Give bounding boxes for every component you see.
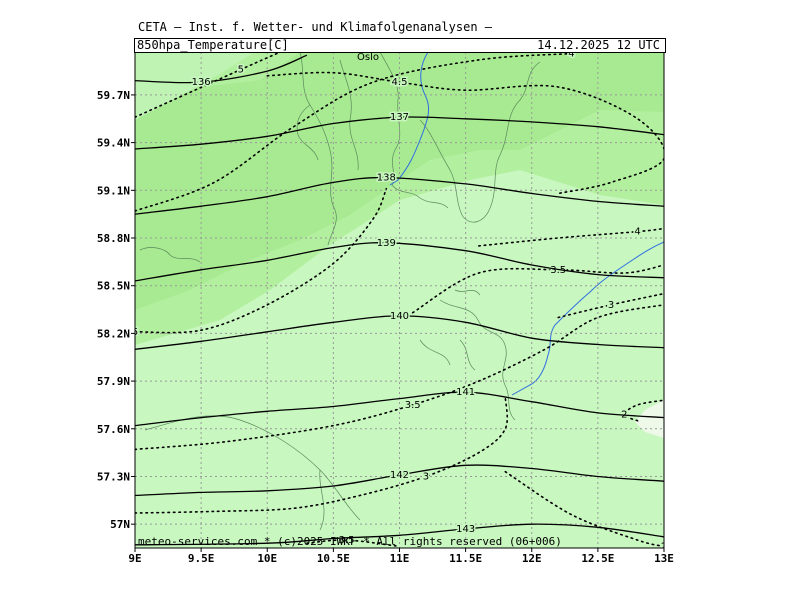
isotherm-5 [135, 52, 282, 118]
height-contour-label: 141 [456, 387, 475, 398]
height-contour-label: 139 [377, 238, 396, 249]
lat-tick-label: 57.6N [97, 423, 130, 436]
lon-tick-label: 9E [128, 552, 141, 565]
lat-tick-label: 59.1N [97, 184, 130, 197]
height-contour-label: 143 [456, 524, 475, 535]
height-contour-label: 136 [192, 77, 211, 88]
lat-tick-label: 59.4N [97, 137, 130, 150]
height-contour-label: 137 [390, 112, 409, 123]
lat-tick-label: 59.7N [97, 89, 130, 102]
parameter-title: 850hpa_Temperature[C] [137, 38, 289, 52]
isotherm-4.5 [266, 71, 664, 195]
copyright-footer: meteo-services.com * (c)2025 IWKF * All … [138, 535, 562, 548]
geopotential-contours: 136 137 138 139 140 141 142 143 [135, 54, 664, 546]
lat-tick-label: 57.9N [97, 375, 130, 388]
isotherm-label: 3.5 [405, 400, 421, 411]
lon-tick-label: 13E [654, 552, 674, 565]
latitude-labels: 57N 57.3N 57.6N 57.9N 58.2N 58.5N 58.8N 59.1N 59… [97, 89, 130, 531]
isotherm-label: 4 [568, 49, 574, 60]
lon-tick-label: 12.5E [581, 552, 614, 565]
isotherm-2 [504, 470, 664, 548]
temp-band-dark [135, 52, 664, 310]
isotherm-2 [623, 399, 664, 422]
lat-tick-label: 58.2N [97, 327, 130, 340]
lat-tick-label: 58.8N [97, 232, 130, 245]
institution-header: CETA – Inst. f. Wetter- und Klimafolgena… [138, 20, 493, 34]
lon-tick-label: 10E [257, 552, 277, 565]
isotherm-3.5 [306, 539, 401, 548]
isotherm-3 [135, 396, 509, 514]
height-contour-140 [135, 315, 664, 350]
lon-tick-label: 11E [390, 552, 410, 565]
lon-tick-label: 12E [522, 552, 542, 565]
isotherm-4 [135, 52, 573, 212]
lon-tick-label: 10.5E [317, 552, 350, 565]
height-contour-141 [135, 391, 664, 427]
isotherm-label: 4 [634, 227, 640, 238]
isotherm-5 [135, 187, 388, 334]
isotherm-label: 3 [423, 471, 429, 482]
height-contour-139 [135, 242, 664, 282]
lat-tick-label: 57.3N [97, 470, 130, 483]
height-contour-label: 140 [390, 311, 409, 322]
title-box [134, 38, 666, 53]
lat-tick-label: 58.5N [97, 280, 130, 293]
lon-tick-label: 11.5E [449, 552, 482, 565]
city-label-oslo: Oslo [357, 52, 379, 63]
height-contour-143 [135, 523, 664, 546]
isotherm-label: 5 [238, 64, 244, 75]
lat-tick-label: 57N [110, 518, 130, 531]
longitude-labels: 9E 9.5E 10E 10.5E 11E 11.5E 12E 12.5E 13E [128, 552, 674, 565]
height-contour-137 [135, 116, 664, 150]
isotherm-4 [478, 227, 664, 247]
isotherm-label: 3.5 [550, 265, 566, 276]
height-contour-label: 142 [390, 470, 409, 481]
height-contour-142 [135, 464, 664, 497]
lon-tick-label: 9.5E [188, 552, 215, 565]
height-contour-136 [135, 54, 308, 84]
isotherm-label: 2 [661, 541, 667, 552]
height-contour-label: 138 [377, 173, 396, 184]
isotherm-label: 4.5 [392, 77, 408, 88]
isotherm-label: 3 [608, 300, 614, 311]
axis-ticks [131, 94, 665, 552]
isotherm-3 [557, 292, 664, 319]
isotherm-3.5 [135, 304, 664, 451]
height-contour-138 [135, 176, 664, 215]
isotherm-label: 5 [132, 327, 138, 338]
valid-time: 14.12.2025 12 UTC [537, 38, 660, 52]
isotherm-3.5 [411, 264, 664, 314]
coastline [139, 52, 541, 531]
